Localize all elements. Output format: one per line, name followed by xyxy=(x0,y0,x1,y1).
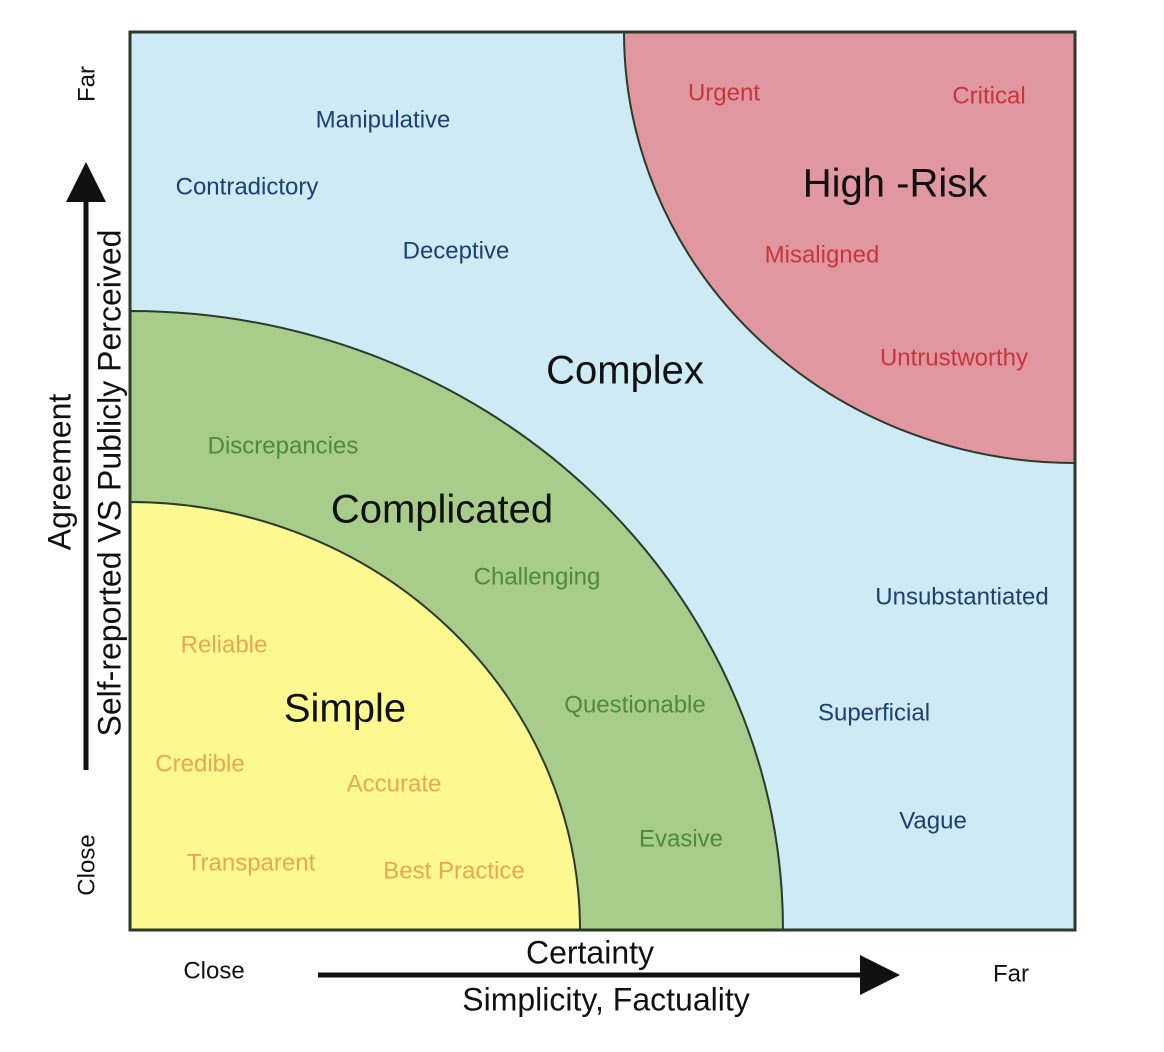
word: Urgent xyxy=(688,79,760,106)
word: Credible xyxy=(155,750,244,777)
x-axis-subtitle: Simplicity, Factuality xyxy=(462,981,749,1017)
region-label: Simple xyxy=(284,687,406,731)
word: Untrustworthy xyxy=(880,344,1028,371)
word: Vague xyxy=(899,807,967,834)
y-axis-title: Agreement xyxy=(41,394,77,551)
x-axis-title: Certainty xyxy=(526,934,654,970)
word: Contradictory xyxy=(176,173,319,200)
word: Discrepancies xyxy=(208,432,359,459)
word: Transparent xyxy=(187,849,316,876)
y-axis-high: Far xyxy=(73,66,100,102)
region-label: Complex xyxy=(546,349,704,393)
x-axis-high: Far xyxy=(993,960,1029,987)
region-label: Complicated xyxy=(331,488,553,532)
simple-region xyxy=(130,500,582,930)
y-axis-low: Close xyxy=(73,834,100,895)
word: Challenging xyxy=(474,563,601,590)
x-axis-low: Close xyxy=(183,957,244,984)
frame xyxy=(128,30,1077,932)
word: Critical xyxy=(952,82,1025,109)
y-axis-subtitle: Self-reported VS Publicly Perceived xyxy=(91,230,127,737)
word: Deceptive xyxy=(403,237,510,264)
word: Questionable xyxy=(564,691,705,718)
word: Misaligned xyxy=(765,241,880,268)
word: Best Practice xyxy=(383,857,524,884)
word: Unsubstantiated xyxy=(875,583,1048,610)
word: Reliable xyxy=(181,631,268,658)
word: Evasive xyxy=(639,825,723,852)
word: Superficial xyxy=(818,699,930,726)
word: Accurate xyxy=(347,770,442,797)
region-label: High -Risk xyxy=(803,162,988,206)
word: Manipulative xyxy=(316,106,451,133)
high-risk-region xyxy=(622,32,1075,465)
